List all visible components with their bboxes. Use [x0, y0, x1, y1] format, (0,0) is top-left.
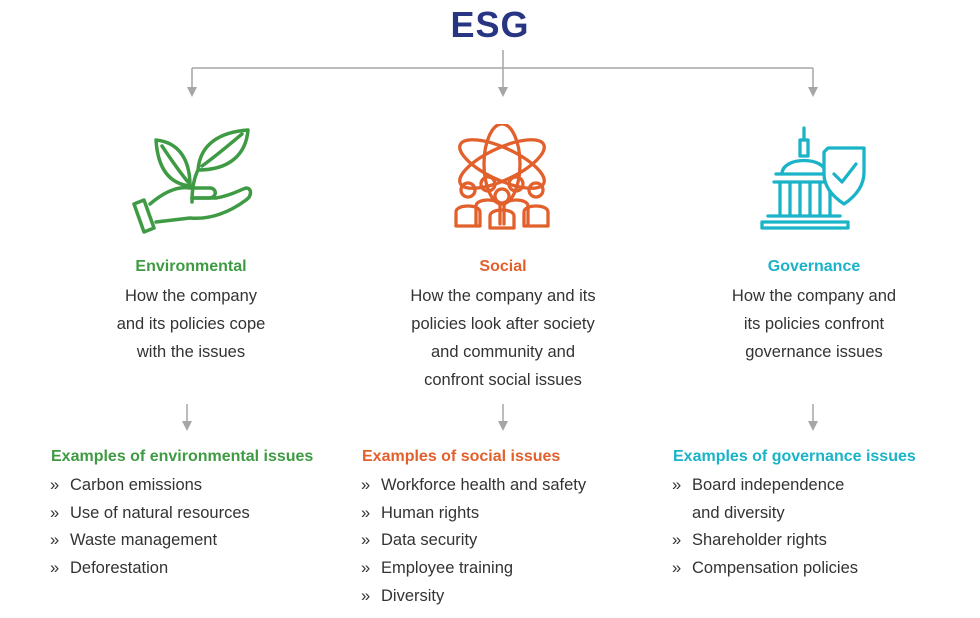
people-atom-icon — [454, 124, 550, 230]
description-line: with the issues — [136, 343, 246, 361]
list-item: » Human rights — [361, 500, 586, 528]
description-line: How the company and its — [410, 287, 596, 305]
list-item-text: Shareholder rights — [692, 531, 827, 550]
list-item-text: Deforestation — [70, 559, 169, 578]
list-item-text: Human rights — [381, 503, 480, 522]
pillar-title-environmental: Environmental — [135, 258, 247, 275]
list-item-text: Workforce health and safety — [381, 476, 587, 494]
list-item: » Workforce health and safety — [361, 472, 586, 500]
list-item-text: Board independence — [692, 476, 845, 494]
list-item: » Employee training — [361, 555, 586, 583]
list-item: » Board independence and diversity — [672, 472, 858, 527]
description-line: and community and — [431, 343, 575, 361]
list-item: » Shareholder rights — [672, 527, 858, 555]
bullet-marker: » — [361, 586, 371, 605]
pillar-title-social: Social — [479, 258, 527, 275]
description-line: its policies confront — [743, 315, 885, 333]
list-item-text-continued: and diversity — [692, 503, 785, 522]
bullet-marker: » — [361, 476, 371, 494]
list-item-text: Data security — [381, 531, 478, 550]
page-title: ESG — [450, 4, 530, 45]
pillar-description-governance: How the company and its policies confron… — [684, 282, 944, 366]
examples-title-social: Examples of social issues — [362, 448, 561, 465]
bullet-marker: » — [50, 531, 60, 550]
bullet-marker: » — [50, 559, 60, 578]
list-item: » Deforestation — [50, 555, 250, 583]
examples-list-social: » Workforce health and safety » Human righ… — [361, 472, 586, 611]
list-item: » Compensation policies — [672, 555, 858, 583]
list-item: » Data security — [361, 527, 586, 555]
description-line: and its policies cope — [116, 315, 266, 333]
capitol-shield-icon — [760, 126, 866, 230]
examples-list-environmental: » Carbon emissions » Use of natural resour… — [50, 472, 250, 583]
list-item: » Waste management — [50, 527, 250, 555]
bullet-marker: » — [361, 531, 371, 550]
bullet-marker: » — [361, 503, 371, 522]
bullet-marker: » — [672, 476, 682, 494]
examples-list-governance: » Board independence and diversity » Shareh… — [672, 472, 858, 583]
list-item-text: Employee training — [381, 559, 514, 578]
description-line: governance issues — [745, 343, 883, 361]
examples-title-governance: Examples of governance issues — [673, 448, 916, 465]
list-item-text: Carbon emissions — [70, 476, 203, 494]
bullet-marker: » — [50, 503, 60, 522]
list-item: » Carbon emissions — [50, 472, 250, 500]
examples-title-environmental: Examples of environmental issues — [51, 448, 314, 465]
bullet-marker: » — [672, 559, 682, 578]
description-line: How the company — [124, 287, 258, 305]
pillar-title-governance: Governance — [767, 258, 861, 275]
bullet-marker: » — [361, 559, 371, 578]
pillar-description-social: How the company and its policies look af… — [373, 282, 633, 394]
list-item-text: Waste management — [70, 531, 218, 550]
list-item: » Diversity — [361, 583, 586, 611]
bullet-marker: » — [50, 476, 60, 494]
list-item-text: Use of natural resources — [70, 503, 250, 522]
hand-with-leaves-icon — [132, 128, 253, 234]
description-line: policies look after society — [411, 315, 595, 333]
list-item: » Use of natural resources — [50, 500, 250, 528]
description-line: How the company and — [731, 287, 897, 305]
list-item-text: Diversity — [381, 586, 445, 605]
list-item-text: Compensation policies — [692, 559, 859, 578]
bullet-marker: » — [672, 531, 682, 550]
description-line: confront social issues — [424, 371, 582, 389]
pillar-description-environmental: How the company and its policies cope wi… — [61, 282, 321, 366]
